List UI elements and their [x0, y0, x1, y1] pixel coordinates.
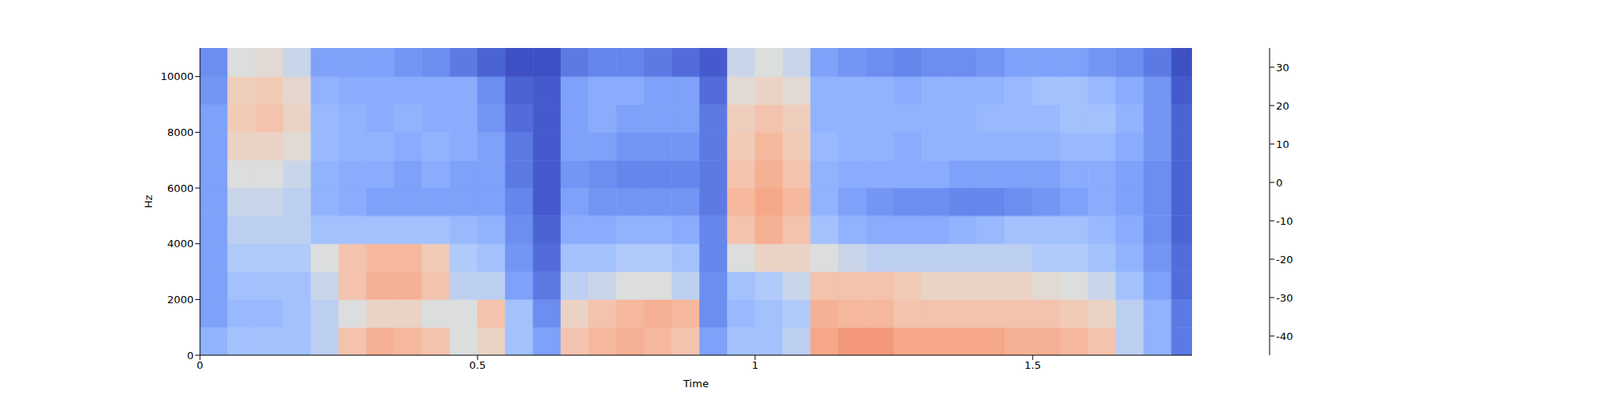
svg-text:0: 0 [196, 359, 204, 372]
svg-text:-40: -40 [1276, 330, 1293, 343]
svg-text:30: 30 [1276, 61, 1290, 74]
svg-text:Time: Time [682, 377, 709, 390]
svg-text:10000: 10000 [160, 70, 194, 83]
svg-text:Hz: Hz [142, 195, 155, 209]
svg-text:20: 20 [1276, 100, 1290, 112]
svg-text:-20: -20 [1276, 253, 1293, 266]
svg-text:0: 0 [187, 349, 194, 362]
svg-text:-10: -10 [1276, 215, 1293, 228]
svg-text:0: 0 [1276, 176, 1283, 189]
svg-text:1.5: 1.5 [1024, 359, 1042, 372]
svg-text:0.5: 0.5 [469, 359, 487, 372]
svg-text:8000: 8000 [167, 126, 194, 139]
svg-text:2000: 2000 [167, 293, 194, 306]
svg-text:4000: 4000 [167, 237, 194, 250]
svg-text:-30: -30 [1276, 292, 1293, 304]
svg-text:10: 10 [1276, 138, 1290, 151]
svg-text:1: 1 [752, 359, 759, 372]
svg-text:6000: 6000 [167, 182, 194, 195]
